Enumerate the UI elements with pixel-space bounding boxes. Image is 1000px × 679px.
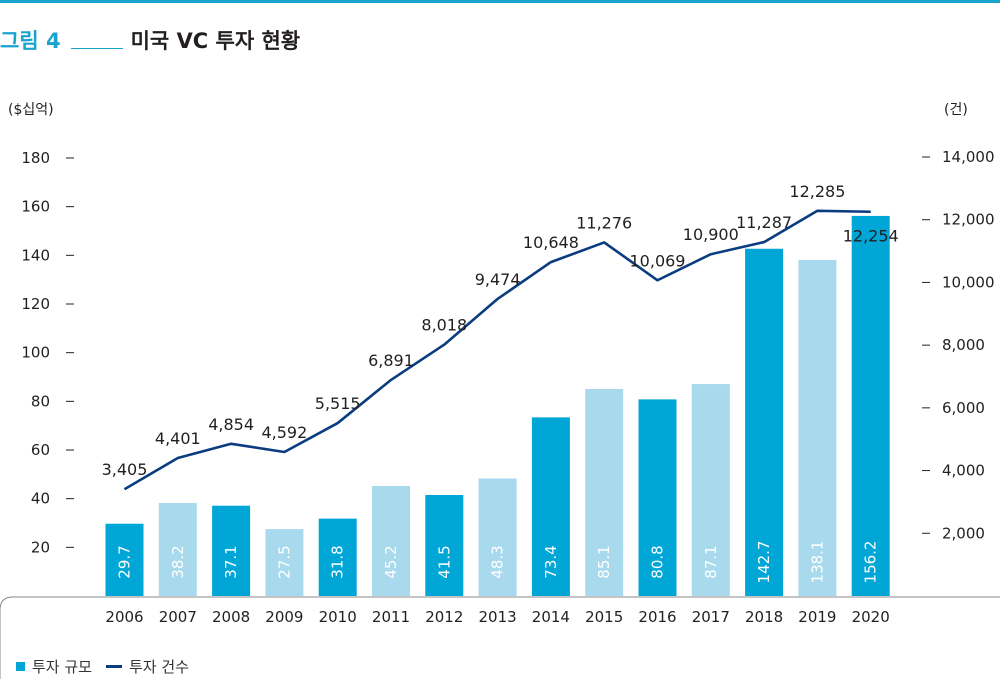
line-value-label: 3,405 [102,460,148,479]
y-left-unit-label: ($십억) [8,102,54,118]
bar-value-label: 156.2 [862,541,880,584]
y-right-tick-label: 12,000 [942,211,995,229]
figure-label: 그림 4 [0,29,61,53]
line-value-label: 12,254 [843,227,899,246]
line-value-label: 9,474 [475,270,521,289]
bar [798,259,837,596]
bar [531,417,570,596]
bar-value-label: 45.2 [382,545,400,578]
line-value-label: 10,648 [523,233,579,252]
legend-bar-swatch [16,662,25,671]
x-tick-label: 2015 [585,608,623,626]
bar-value-label: 38.2 [169,545,187,578]
line-value-label: 4,854 [208,415,254,434]
line-value-label: 4,401 [155,429,201,448]
bar [585,388,624,596]
line-value-label: 11,276 [576,213,632,232]
y-left-tick-label: 80 [31,392,50,410]
x-tick-label: 2008 [212,608,250,626]
bar-value-labels: 29.7 38.2 37.1 27.5 31.8 45.2 41.5 48.3 73.4 85.1… [116,541,880,584]
x-tick-label: 2010 [319,608,357,626]
x-tick-label: 2013 [479,608,517,626]
y-right-tick-label: 2,000 [942,524,985,542]
line-value-label: 11,287 [736,213,792,232]
line-value-label: 10,900 [683,225,739,244]
bar [691,384,730,596]
x-tick-label: 2012 [425,608,463,626]
y-right-tick-label: 8,000 [942,336,985,354]
x-tick-label: 2014 [532,608,570,626]
x-tick-label: 2018 [745,608,783,626]
legend-line-label: 투자 건수 [128,658,189,676]
line-value-label: 6,891 [368,351,414,370]
y-left-tick-label: 180 [21,149,50,167]
bar-value-label: 27.5 [275,545,293,578]
bar [372,486,410,596]
figure-label-underline [70,47,123,49]
y-left-tick-label: 120 [21,295,50,313]
y-left-axis: 20 40 60 80 100 120 140 160 180 [21,149,74,556]
x-tick-label: 2016 [638,608,676,626]
y-right-tick-label: 14,000 [942,148,995,166]
y-left-tick-label: 100 [21,344,50,362]
bar-value-label: 80.8 [649,545,667,578]
bar-value-label: 142.7 [755,541,773,584]
legend-line-swatch [105,665,122,668]
x-axis-labels: 2006 2007 2008 2009 2010 2011 2012 2013 2014 2015… [105,608,889,626]
line-value-labels: 3,405 4,401 4,854 4,592 5,515 6,891 8,018 9,474… [102,182,899,479]
y-left-tick-label: 40 [31,490,50,508]
y-right-tick-label: 6,000 [942,399,985,417]
bar [158,503,197,596]
y-left-tick-label: 160 [21,198,50,216]
bar [212,505,251,596]
bar [265,529,304,596]
bar-value-label: 41.5 [435,545,453,578]
x-tick-label: 2020 [852,608,890,626]
bar [851,215,890,596]
y-left-tick-label: 20 [31,538,50,556]
legend-bar-label: 투자 규모 [32,658,92,676]
bar-value-label: 29.7 [116,545,134,578]
line-value-label: 10,069 [630,251,686,270]
y-right-unit-label: (건) [944,102,968,118]
top-rule [0,0,1000,3]
x-tick-label: 2017 [692,608,730,626]
x-tick-label: 2006 [105,608,143,626]
x-tick-label: 2007 [159,608,197,626]
y-left-tick-label: 60 [31,441,50,459]
bar [318,518,357,596]
bar-value-label: 138.1 [808,541,826,584]
bar-series [105,215,890,596]
bar [638,399,677,596]
x-tick-label: 2009 [265,608,303,626]
bar-value-label: 48.3 [489,545,507,578]
bar-value-label: 85.1 [595,545,613,578]
count-line-series [123,209,871,491]
x-tick-label: 2019 [798,608,836,626]
x-tick-label: 2011 [372,608,410,626]
bar [478,478,517,596]
legend: 투자 규모 투자 건수 [16,656,189,677]
line-value-label: 4,592 [261,423,307,442]
figure-title: 미국 VC 투자 현황 [130,29,301,53]
bar-value-label: 73.4 [542,545,560,578]
bar-value-label: 37.1 [222,545,240,578]
chart-baseline-frame [0,596,1000,679]
line-value-label: 12,285 [789,182,845,201]
figure-header: 그림 4 미국 VC 투자 현황 [0,24,300,56]
bar-value-label: 31.8 [329,545,347,578]
y-right-tick-label: 10,000 [942,273,995,291]
y-right-axis: 2,000 4,000 6,000 8,000 10,000 12,000 14,000 [922,148,995,542]
bar [105,523,144,596]
bar [425,495,464,596]
bar [745,248,784,596]
bar-value-label: 87.1 [702,545,720,578]
y-right-tick-label: 4,000 [942,462,985,480]
y-left-tick-label: 140 [21,246,50,264]
line-value-label: 5,515 [315,394,361,413]
line-value-label: 8,018 [421,316,467,335]
